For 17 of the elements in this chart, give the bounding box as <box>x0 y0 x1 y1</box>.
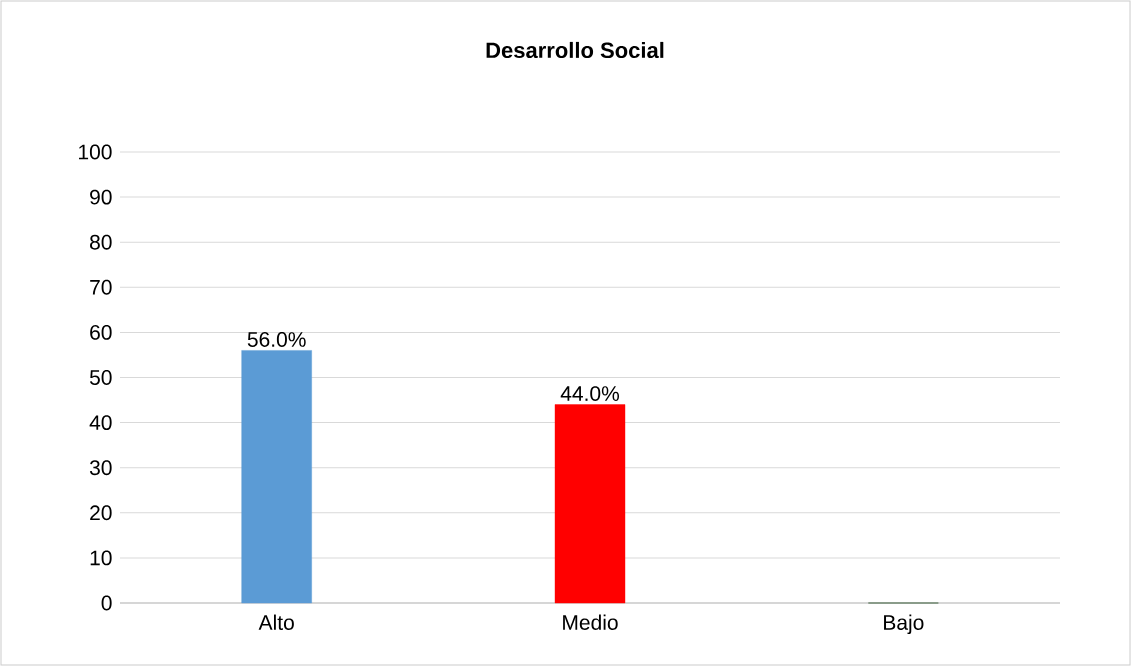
y-tick-label: 10 <box>90 550 112 566</box>
y-tick-label: 30 <box>89 460 112 476</box>
y-tick-label: 0 <box>101 595 112 611</box>
y-tick-label: 60 <box>90 324 112 340</box>
data-label: 56.0% <box>247 332 306 347</box>
x-tick-label: Alto <box>258 614 294 630</box>
y-tick-label: 40 <box>89 415 112 431</box>
y-tick-label: 80 <box>90 234 112 250</box>
data-label: 44.0% <box>560 386 620 402</box>
y-tick-label: 50 <box>89 370 112 385</box>
chart-title: Desarrollo Social <box>486 41 664 59</box>
y-tick-label: 20 <box>90 505 112 521</box>
y-tick-label: 100 <box>79 144 112 160</box>
y-tick-label: 70 <box>90 279 112 295</box>
x-tick-label: Bajo <box>884 614 924 635</box>
x-tick-label: Medio <box>563 614 618 630</box>
y-tick-label: 90 <box>90 189 112 205</box>
